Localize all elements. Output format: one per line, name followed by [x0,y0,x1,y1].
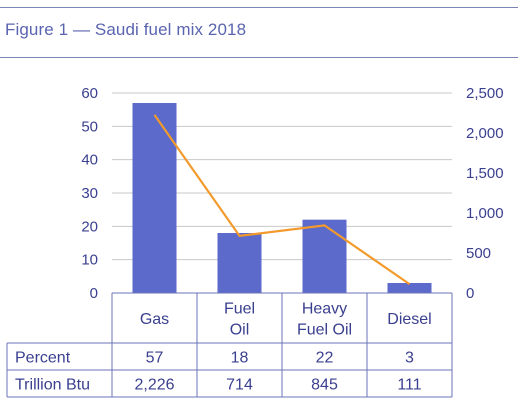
left-tick-label: 60 [81,85,98,102]
right-tick-label: 2,500 [466,85,504,102]
right-tick-label: 1,000 [466,205,504,222]
table-cell: 57 [146,350,164,367]
bars [132,103,432,293]
series-line [153,114,411,286]
left-tick-label: 10 [81,252,98,269]
table-cell: 18 [231,350,249,367]
category-label: Fuel [224,301,255,318]
title-rule [0,57,518,58]
data-table: Gas Fuel Oil Heavy Fuel Oil Diesel Percent 57 18… [6,292,453,398]
top-rule [0,7,518,8]
right-tick-label: 500 [466,245,491,262]
right-axis: 0 500 1,000 1,500 2,000 2,500 [466,85,504,302]
table-cell: 714 [226,377,253,394]
category-label: Fuel Oil [297,322,352,339]
bar [132,103,177,293]
category-label: Oil [230,322,250,339]
left-tick-label: 30 [81,185,98,202]
table-cell: 111 [397,377,421,394]
bar [302,219,347,293]
figure-title: Figure 1 — Saudi fuel mix 2018 [5,20,247,39]
right-tick-label: 0 [466,285,474,302]
bar [217,233,262,293]
category-label: Diesel [387,311,431,328]
table-cell: 22 [316,350,334,367]
table-row-label: Percent [15,350,71,367]
left-tick-label: 40 [81,152,98,169]
table-row-label: Trillion Btu [15,377,90,394]
left-tick-label: 50 [81,118,98,135]
left-tick-label: 20 [81,218,98,235]
left-axis: 0 10 20 30 40 50 60 [81,85,98,302]
category-label: Gas [140,311,169,328]
table-cell: 3 [405,350,414,367]
right-tick-label: 1,500 [466,165,504,182]
table-cell: 845 [311,377,338,394]
table-cell: 2,226 [134,377,174,394]
left-tick-label: 0 [90,285,98,302]
right-tick-label: 2,000 [466,125,504,142]
bar [387,283,432,293]
trillion-btu-line [153,114,411,286]
category-label: Heavy [302,301,347,318]
